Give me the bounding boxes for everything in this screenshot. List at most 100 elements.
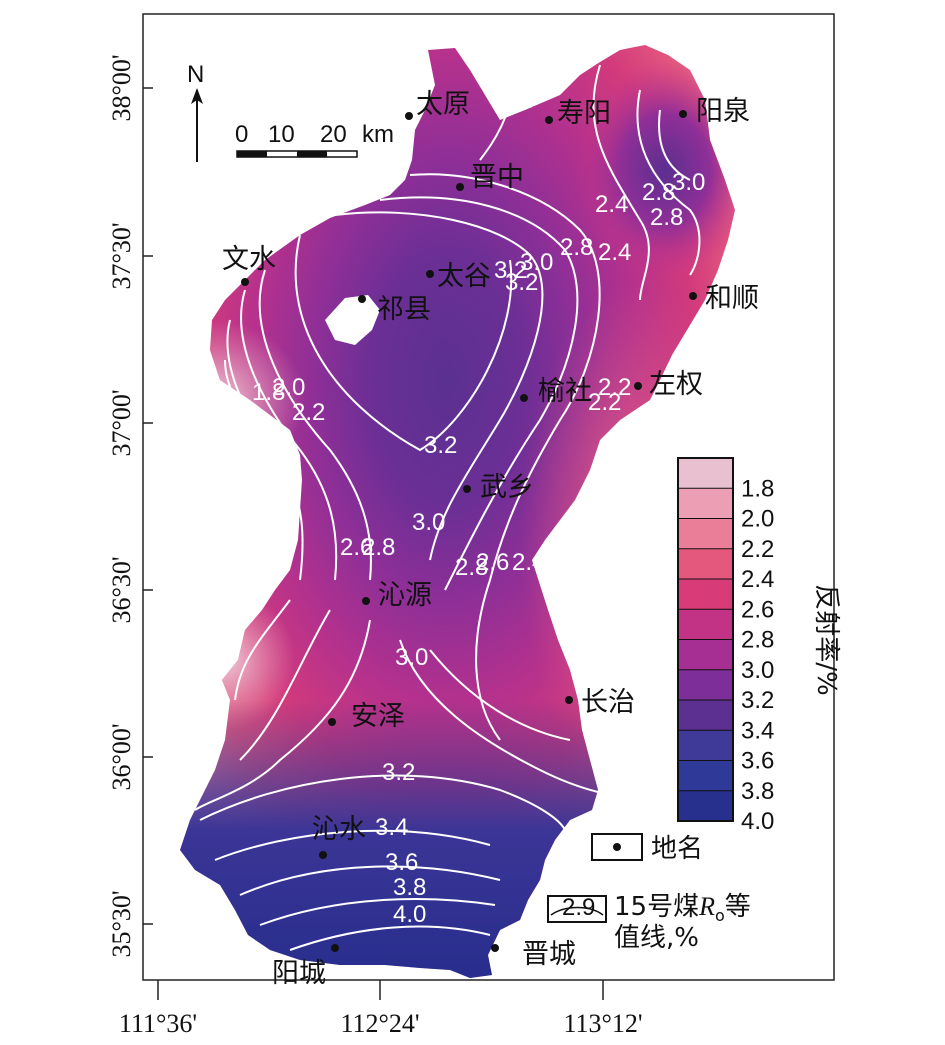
city-dot [565, 696, 573, 704]
contour-label: 2.8 [642, 179, 675, 206]
legend-value-label: 2.4 [741, 566, 774, 593]
contour-label: 2.4 [512, 549, 545, 576]
x-tick-label: 112°24' [340, 1009, 419, 1038]
contour-label: 3.6 [385, 849, 418, 876]
contour-label: 3.2 [424, 432, 457, 459]
y-tick-label: 37°00' [107, 389, 136, 456]
city-dot [520, 394, 528, 402]
legend-value-label: 3.4 [741, 717, 774, 744]
isoline-label-line2: 值线,% [614, 923, 699, 953]
legend-value-label: 2.6 [741, 596, 774, 623]
legend-value-label: 3.8 [741, 778, 774, 805]
legend-swatch [678, 458, 733, 489]
city-label: 长治 [581, 687, 635, 718]
city-dot [491, 944, 499, 952]
contour-label: 2.4 [595, 191, 628, 218]
north-arrow: N [187, 61, 204, 162]
isoline-sample-box [547, 895, 607, 923]
city-dot [241, 278, 249, 286]
x-tick-label: 111°36' [119, 1009, 197, 1038]
north-label: N [187, 61, 204, 88]
x-tick-label: 113°12' [563, 1009, 642, 1038]
contour-label: 4.0 [393, 901, 426, 928]
contour-label: 3.0 [395, 644, 428, 671]
isoline-sample-label: 2.9 [562, 894, 595, 921]
contour-label: 2.0 [272, 374, 305, 401]
north-arrow-icon [191, 88, 203, 104]
place-marker-sample [591, 833, 643, 861]
contour-label: 3.4 [375, 814, 408, 841]
city-label: 太原 [416, 89, 470, 120]
city-label: 阳城 [272, 958, 326, 989]
city-dot [328, 718, 336, 726]
city-label: 太谷 [437, 261, 491, 292]
contour-label: 2.2 [588, 389, 621, 416]
legend-swatch [678, 518, 733, 549]
city-dot [358, 295, 366, 303]
legend-labels: 1.8 2.0 2.2 2.4 2.6 2.8 3.0 3.2 3.4 3.6 3.8 4.0 [741, 475, 774, 835]
city-label: 文水 [222, 244, 276, 275]
cities: 太原 寿阳 阳泉 晋中 文水 太谷 祁县 和顺 左权 榆社 武乡 沁源 长治 安… [222, 89, 759, 989]
scale-label: 0 [235, 121, 248, 148]
legend-swatch [678, 669, 733, 700]
city-label: 榆社 [538, 376, 592, 407]
legend: 1.8 2.0 2.2 2.4 2.6 2.8 3.0 3.2 3.4 3.6 3.8 4.0 反射率… [547, 457, 841, 953]
scale-bar: 0 10 20 km [235, 121, 394, 158]
legend-title: 反射率/% [811, 584, 841, 695]
contour-label: 3.8 [393, 874, 426, 901]
legend-swatch [678, 548, 733, 579]
city-dot [405, 112, 413, 120]
city-dot [331, 944, 339, 952]
legend-color-bar [677, 457, 734, 822]
y-tick-label: 36°00' [107, 723, 136, 790]
contour-label: 2.6 [476, 549, 509, 576]
city-label: 晋城 [522, 939, 576, 970]
y-tick-label: 35°30' [107, 890, 136, 957]
city-label: 祁县 [377, 294, 431, 325]
legend-value-label: 2.8 [741, 627, 774, 654]
legend-swatch [678, 488, 733, 519]
contour-lines [194, 59, 701, 951]
scale-unit: km [362, 121, 394, 148]
legend-swatch [678, 760, 733, 791]
city-dot [362, 597, 370, 605]
y-tick-label: 37°30' [107, 222, 136, 289]
contour-label: 3.2 [494, 257, 527, 284]
city-dot [689, 292, 697, 300]
y-axis-labels: 38°00' 37°30' 37°00' 36°30' 36°00' 35°30… [107, 54, 136, 957]
contour-label: 3.0 [672, 169, 705, 196]
contour-label: 3.0 [502, 87, 535, 114]
city-label: 武乡 [480, 472, 534, 503]
contour-label: 2.2 [598, 374, 631, 401]
legend-value-label: 3.6 [741, 748, 774, 775]
y-tick-label: 38°00' [107, 54, 136, 121]
y-tick-label: 36°30' [107, 556, 136, 623]
place-marker-icon [613, 843, 621, 851]
city-label: 阳泉 [696, 96, 750, 127]
city-label: 安泽 [351, 701, 405, 732]
legend-swatch [678, 579, 733, 610]
contour-label: 2.6 [340, 534, 373, 561]
contour-label: 2.8 [650, 204, 683, 231]
city-dot [679, 110, 687, 118]
contour-label: 3.2 [382, 759, 415, 786]
isoline-label: 15号煤Ro等 [614, 892, 751, 925]
scale-label: 20 [320, 121, 347, 148]
city-label: 沁源 [378, 580, 432, 611]
city-label: 和顺 [705, 283, 759, 314]
city-label: 晋中 [470, 162, 524, 193]
legend-swatch [678, 700, 733, 731]
data-gap-area [325, 295, 380, 345]
contour-label: 2.8 [362, 534, 395, 561]
contour-label: 3.0 [412, 509, 445, 536]
city-label: 沁水 [312, 814, 366, 845]
city-dot [426, 270, 434, 278]
contour-label: 3.2 [505, 269, 538, 296]
scale-label: 10 [268, 121, 295, 148]
city-dot [319, 851, 327, 859]
contour-label: 1.8 [252, 379, 285, 406]
legend-value-label: 3.0 [741, 657, 774, 684]
legend-swatch [678, 609, 733, 640]
x-axis [157, 980, 604, 1000]
